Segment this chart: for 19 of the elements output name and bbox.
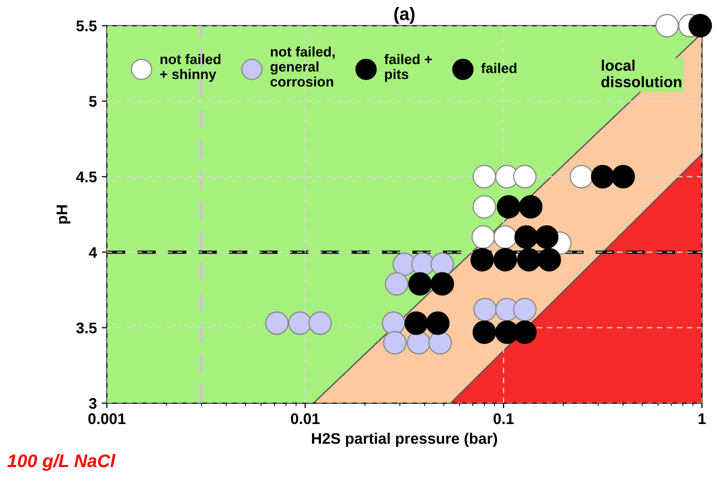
y-axis-title: pH bbox=[56, 205, 70, 224]
x-tick-label: 1 bbox=[698, 413, 706, 424]
legend-label: not failed, general corrosion bbox=[270, 46, 335, 87]
x-axis-title: H2S partial pressure (bar) bbox=[312, 432, 498, 447]
y-tick-label: 3.5 bbox=[76, 322, 97, 334]
text: 100 g/L NaCl bbox=[7, 454, 116, 471]
y-tick-label: 3 bbox=[88, 398, 97, 409]
x-tick-label: 0.001 bbox=[88, 413, 126, 424]
legend-label: failed bbox=[481, 62, 516, 74]
x-tick-label: 0.01 bbox=[290, 413, 320, 424]
y-tick-label: 4 bbox=[88, 247, 98, 258]
legend-label: not failed + shinny bbox=[160, 54, 220, 82]
y-tick-label: 5 bbox=[89, 96, 97, 107]
y-tick-label: 4.5 bbox=[76, 172, 97, 182]
y-tick-label: 5.5 bbox=[76, 20, 97, 32]
annotation: local dissolution bbox=[601, 60, 682, 88]
chart-title: (a) bbox=[394, 7, 415, 24]
x-tick-label: 0.1 bbox=[494, 413, 514, 424]
legend-label: failed + pits bbox=[384, 54, 432, 82]
